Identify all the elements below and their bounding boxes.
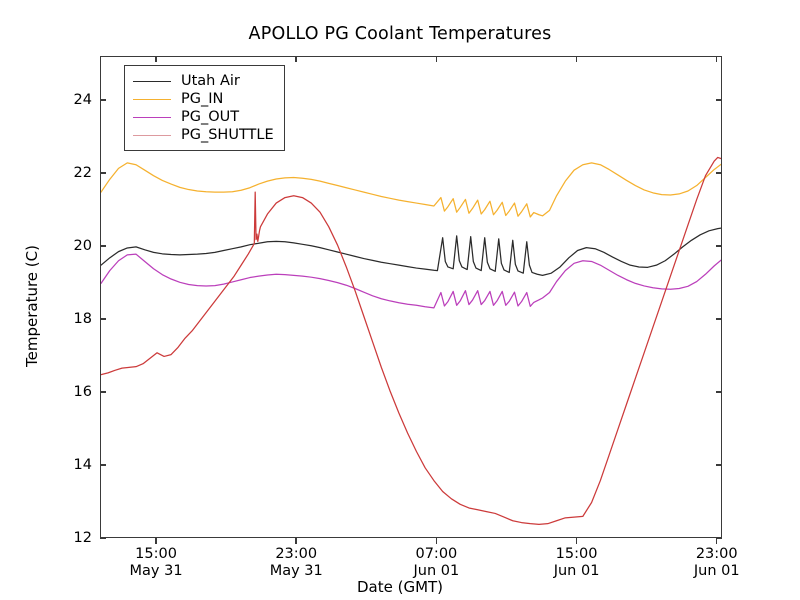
y-tick-mark-right xyxy=(716,99,722,101)
legend-item[interactable]: PG_IN xyxy=(133,90,274,108)
y-axis-tick-labels: 12 14 16 18 20 22 24 xyxy=(42,0,92,600)
x-tick-label-date: May 31 xyxy=(269,563,323,579)
y-tick-mark-right xyxy=(716,464,722,466)
chart-title: APOLLO PG Coolant Temperatures xyxy=(248,24,552,44)
x-tick-label-time: 23:00 xyxy=(275,546,318,562)
legend-label: PG_IN xyxy=(181,91,224,107)
x-axis-label: Date (GMT) xyxy=(356,578,444,596)
y-axis-label: Temperature (C) xyxy=(23,245,41,367)
y-tick-label: 20 xyxy=(73,237,92,254)
legend-item[interactable]: PG_OUT xyxy=(133,108,274,126)
y-tick-mark-right xyxy=(716,318,722,320)
x-tick-mark-top xyxy=(435,56,438,62)
legend-color-swatch xyxy=(133,134,171,136)
x-tick-label-time: 15:00 xyxy=(555,546,598,562)
x-tick-mark xyxy=(715,538,718,544)
series-line xyxy=(101,227,721,276)
legend-color-swatch xyxy=(133,98,171,100)
x-tick-label-date: May 31 xyxy=(129,563,183,579)
plot-area xyxy=(100,56,722,538)
y-tick-label: 12 xyxy=(73,530,92,546)
series-line xyxy=(101,156,721,526)
legend-item[interactable]: PG_SHUTTLE xyxy=(133,126,274,144)
y-tick-mark xyxy=(100,318,106,320)
x-tick-mark-top xyxy=(575,56,578,62)
series-line xyxy=(101,253,721,309)
y-tick-label: 14 xyxy=(73,456,92,473)
y-tick-label: 16 xyxy=(73,383,92,400)
legend-item[interactable]: Utah Air xyxy=(133,72,274,90)
x-tick-label: 07:00 Jun 01 xyxy=(366,546,506,580)
x-tick-label-time: 23:00 xyxy=(695,546,738,562)
x-tick-label-date: Jun 01 xyxy=(553,563,600,579)
x-tick-mark xyxy=(575,538,578,544)
chart-legend: Utah Air PG_IN PG_OUT PG_SHUTTLE xyxy=(124,65,285,151)
x-tick-mark-top xyxy=(715,56,718,62)
y-tick-mark-right xyxy=(716,172,722,174)
x-tick-label: 15:00 Jun 01 xyxy=(507,546,647,580)
x-tick-label: 15:00 May 31 xyxy=(86,546,226,580)
legend-label: PG_SHUTTLE xyxy=(181,127,274,143)
y-tick-label: 18 xyxy=(73,310,92,327)
y-tick-mark xyxy=(100,172,106,174)
x-tick-label: 23:00 May 31 xyxy=(226,546,366,580)
y-tick-mark xyxy=(100,464,106,466)
y-tick-mark xyxy=(100,391,106,393)
x-tick-mark xyxy=(435,538,438,544)
x-tick-label: 23:00 Jun 01 xyxy=(647,546,787,580)
legend-color-swatch xyxy=(133,116,171,118)
y-tick-label: 24 xyxy=(73,91,92,108)
x-tick-mark xyxy=(155,538,157,544)
series-line xyxy=(101,162,721,218)
x-tick-mark xyxy=(295,538,297,544)
y-tick-mark-right xyxy=(716,245,722,247)
y-tick-mark xyxy=(100,245,106,247)
x-tick-label-date: Jun 01 xyxy=(693,563,740,579)
legend-label: Utah Air xyxy=(181,73,240,89)
x-tick-label-time: 15:00 xyxy=(135,546,177,562)
x-tick-label-time: 07:00 xyxy=(415,546,458,562)
legend-color-swatch xyxy=(133,80,171,82)
y-tick-mark-right xyxy=(716,391,722,393)
legend-label: PG_OUT xyxy=(181,109,240,125)
y-tick-mark xyxy=(100,99,106,101)
x-tick-mark-top xyxy=(155,56,157,62)
x-tick-mark-top xyxy=(295,56,297,62)
x-tick-label-date: Jun 01 xyxy=(413,563,460,579)
series-lines xyxy=(101,156,721,526)
y-tick-label: 22 xyxy=(73,164,92,181)
y-tick-mark xyxy=(100,537,106,539)
y-tick-mark-right xyxy=(716,537,722,539)
